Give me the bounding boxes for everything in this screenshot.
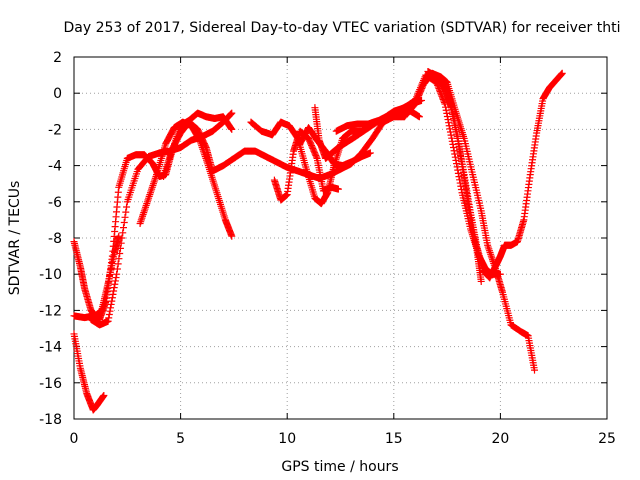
data-point <box>228 109 236 117</box>
y-tick-label: -16 <box>39 376 62 392</box>
data-point <box>117 239 125 247</box>
data-point <box>558 69 566 77</box>
data-point <box>112 274 120 282</box>
data-point <box>111 280 119 288</box>
y-tick-label: -12 <box>39 303 62 319</box>
data-point <box>119 224 127 232</box>
data-point <box>227 110 235 118</box>
data-point <box>455 173 463 181</box>
y-tick-label: 2 <box>53 50 62 66</box>
data-point <box>120 218 128 226</box>
data-point <box>114 260 122 268</box>
x-tick-label: 0 <box>70 431 79 447</box>
x-tick-label: 10 <box>278 431 296 447</box>
data-point <box>450 147 458 155</box>
data-point <box>100 391 108 399</box>
series-arc8 <box>270 127 342 204</box>
data-point <box>228 125 236 133</box>
y-axis-label: SDTVAR / TECUs <box>7 181 23 296</box>
data-point <box>444 116 452 124</box>
data-point <box>446 125 454 133</box>
y-tick-label: -2 <box>48 122 62 138</box>
x-tick-label: 15 <box>385 431 403 447</box>
data-point <box>119 229 127 237</box>
data-point <box>110 284 118 292</box>
data-point <box>447 131 455 139</box>
data-point <box>107 300 115 308</box>
data-point <box>452 156 460 164</box>
data-points <box>70 67 566 414</box>
data-point <box>445 119 453 127</box>
data-point <box>496 270 504 278</box>
data-point <box>448 134 456 142</box>
data-point <box>104 317 112 325</box>
y-tick-label: -6 <box>48 195 62 211</box>
x-tick-label: 20 <box>491 431 509 447</box>
data-point <box>448 137 456 145</box>
data-point <box>108 297 116 305</box>
y-tick-label: 0 <box>53 86 62 102</box>
data-point <box>312 153 320 161</box>
data-point <box>228 232 236 240</box>
y-tick-label: -14 <box>39 340 62 356</box>
data-point <box>105 314 113 322</box>
x-tick-label: 25 <box>598 431 616 447</box>
data-point <box>443 109 451 117</box>
data-point <box>366 149 374 157</box>
chart-title: Day 253 of 2017, Sidereal Day-to-day VTE… <box>64 20 621 36</box>
data-point <box>113 265 121 273</box>
data-point <box>111 277 119 285</box>
data-point <box>227 124 235 132</box>
series-arc13 <box>435 75 485 285</box>
axis-ticks: 0 5 10 15 20 25 -18 -16 -14 -12 -10 -8 -6 -4 -2 0 2 <box>39 50 616 447</box>
x-tick-label: 5 <box>176 431 185 447</box>
y-tick-label: -10 <box>39 267 62 283</box>
data-point <box>202 142 210 150</box>
x-axis-label: GPS time / hours <box>281 459 398 475</box>
series-arc4 <box>87 109 236 329</box>
data-point <box>113 270 121 278</box>
data-point <box>531 366 539 374</box>
data-point <box>116 244 124 252</box>
y-tick-label: -8 <box>48 231 62 247</box>
data-point <box>227 110 235 118</box>
data-point <box>334 185 342 193</box>
data-point <box>107 304 115 312</box>
data-point <box>116 250 124 258</box>
data-point <box>446 128 454 136</box>
data-point <box>122 208 130 216</box>
series-arc9 <box>296 124 374 170</box>
data-point <box>477 277 485 285</box>
data-point <box>109 290 117 298</box>
data-point <box>108 294 116 302</box>
data-point <box>415 113 423 121</box>
series-arc11 <box>332 96 426 135</box>
series-arc1 <box>70 330 108 414</box>
data-point <box>451 153 459 161</box>
data-point <box>121 213 129 221</box>
data-point <box>454 169 462 177</box>
data-point <box>110 287 118 295</box>
data-point <box>118 234 126 242</box>
data-point <box>418 96 426 104</box>
y-tick-label: -4 <box>48 159 62 175</box>
data-point <box>115 255 123 263</box>
data-point <box>123 203 131 211</box>
y-tick-label: -18 <box>39 412 62 428</box>
data-point <box>105 311 113 319</box>
data-point <box>106 307 114 315</box>
